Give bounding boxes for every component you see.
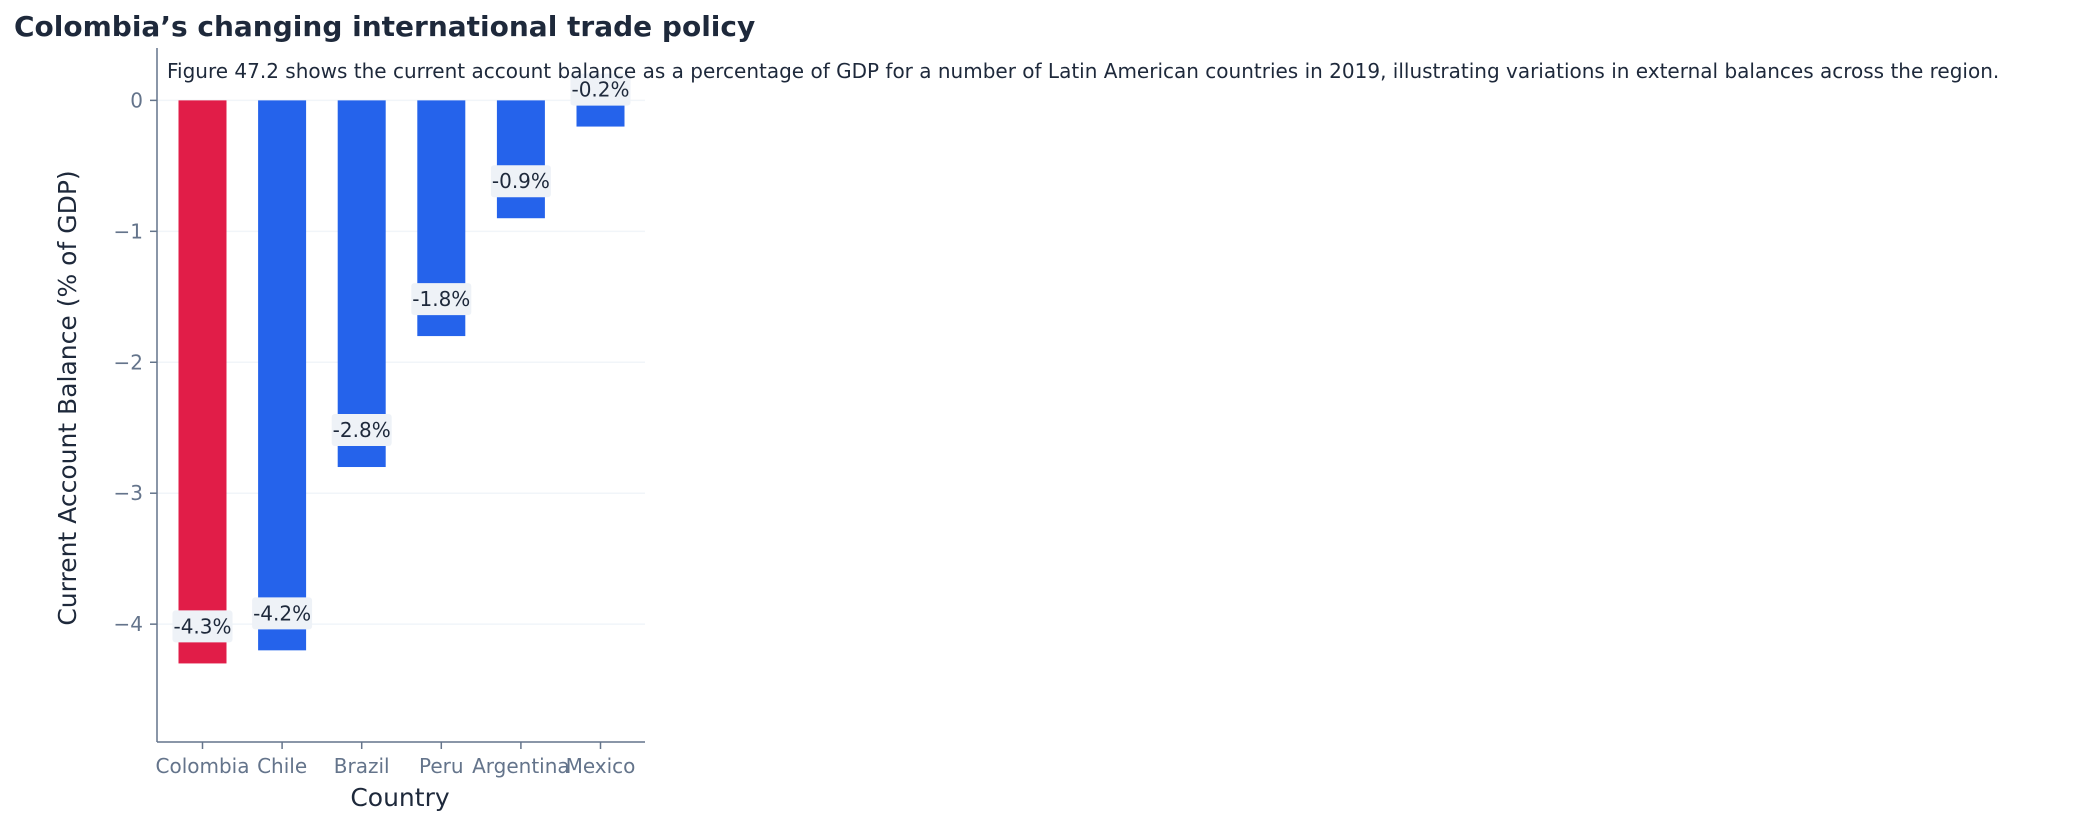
chart-title: Colombia’s changing international trade … [14,10,755,43]
x-tick-label: Mexico [566,754,636,778]
axes: 0 −1 −2 −3 −4 Colombia Chile Brazil Peru Argentin… [114,48,645,778]
y-tick-label: −4 [114,612,143,636]
x-tick-label: Chile [257,754,307,778]
bar-brazil [337,100,386,468]
data-label: -0.2% [571,78,629,102]
data-label: -1.8% [412,287,470,311]
grid-lines [157,99,645,625]
bars [178,100,625,664]
bar-colombia [178,100,227,664]
chart-subtitle: Figure 47.2 shows the current account ba… [167,59,1999,83]
x-tick-label: Peru [419,754,464,778]
y-tick-label: 0 [130,88,143,112]
data-label: -2.8% [333,418,391,442]
data-label-box [172,610,233,643]
y-axis-label: Current Account Balance (% of GDP) [53,170,82,625]
x-axis-label: Country [350,783,450,812]
bar-argentina [496,100,545,219]
bar-chile [258,100,307,651]
data-label-box [570,73,631,106]
x-tick-label: Brazil [334,754,390,778]
data-labels: -4.3% -4.2% -2.8% -1.8% -0.9% -0.2% [172,73,631,643]
x-tick-label: Argentina [472,754,570,778]
data-label-box [252,597,313,630]
data-label-box [490,165,551,198]
data-label: -0.9% [492,169,550,193]
y-tick-label: −2 [114,350,143,374]
data-label-box [411,283,472,316]
data-label-box [331,414,392,447]
data-label: -4.3% [173,614,231,638]
data-label: -4.2% [253,601,311,625]
y-tick-label: −1 [114,219,143,243]
x-tick-label: Colombia [156,754,250,778]
y-tick-label: −3 [114,481,143,505]
